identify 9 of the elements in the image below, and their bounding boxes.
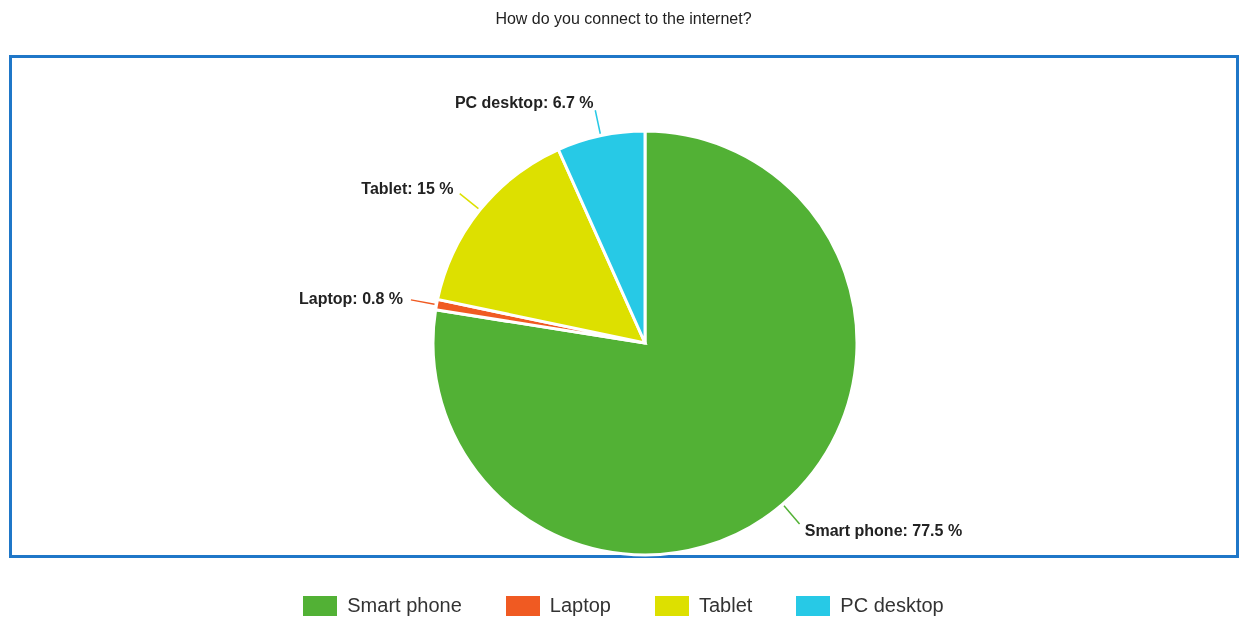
data-label: Tablet: 15 % <box>361 180 454 198</box>
data-label: Smart phone: 77.5 % <box>804 521 963 539</box>
legend-label: Laptop <box>548 594 611 617</box>
chart-title: How do you connect to the internet? <box>494 9 753 28</box>
legend-label: Tablet <box>697 594 753 617</box>
legend-label: Smart phone <box>346 594 462 617</box>
data-label: Laptop: 0.8 % <box>299 289 404 307</box>
data-label: PC desktop: 6.7 % <box>454 93 594 111</box>
legend-label: PC desktop <box>839 594 944 617</box>
